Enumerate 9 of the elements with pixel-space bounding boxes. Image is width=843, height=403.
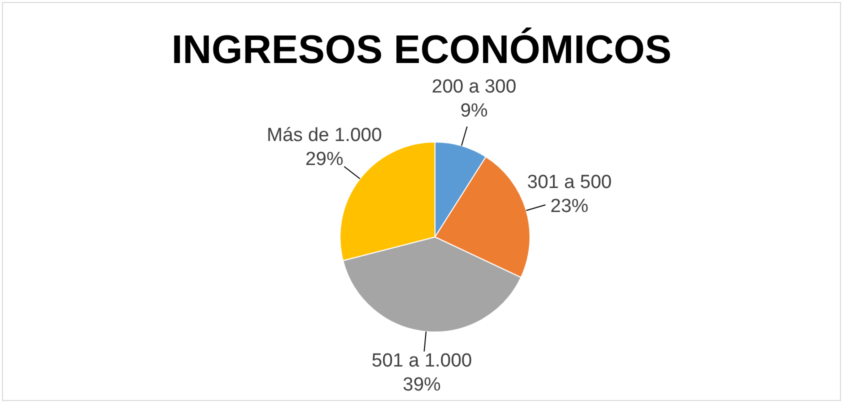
slice-label: Más de 1.000 — [266, 125, 382, 146]
data-label: 9% — [460, 100, 488, 122]
data-label: 39% — [402, 374, 441, 396]
data-label: 23% — [550, 196, 589, 217]
data-label: 29% — [305, 149, 344, 170]
slice-label: 501 a 1.000 — [372, 350, 472, 372]
chart-title: INGRESOS ECONÓMICOS — [170, 28, 673, 73]
slice-label: 301 a 500 — [527, 172, 612, 193]
slice-label: 200 a 300 — [432, 76, 516, 98]
